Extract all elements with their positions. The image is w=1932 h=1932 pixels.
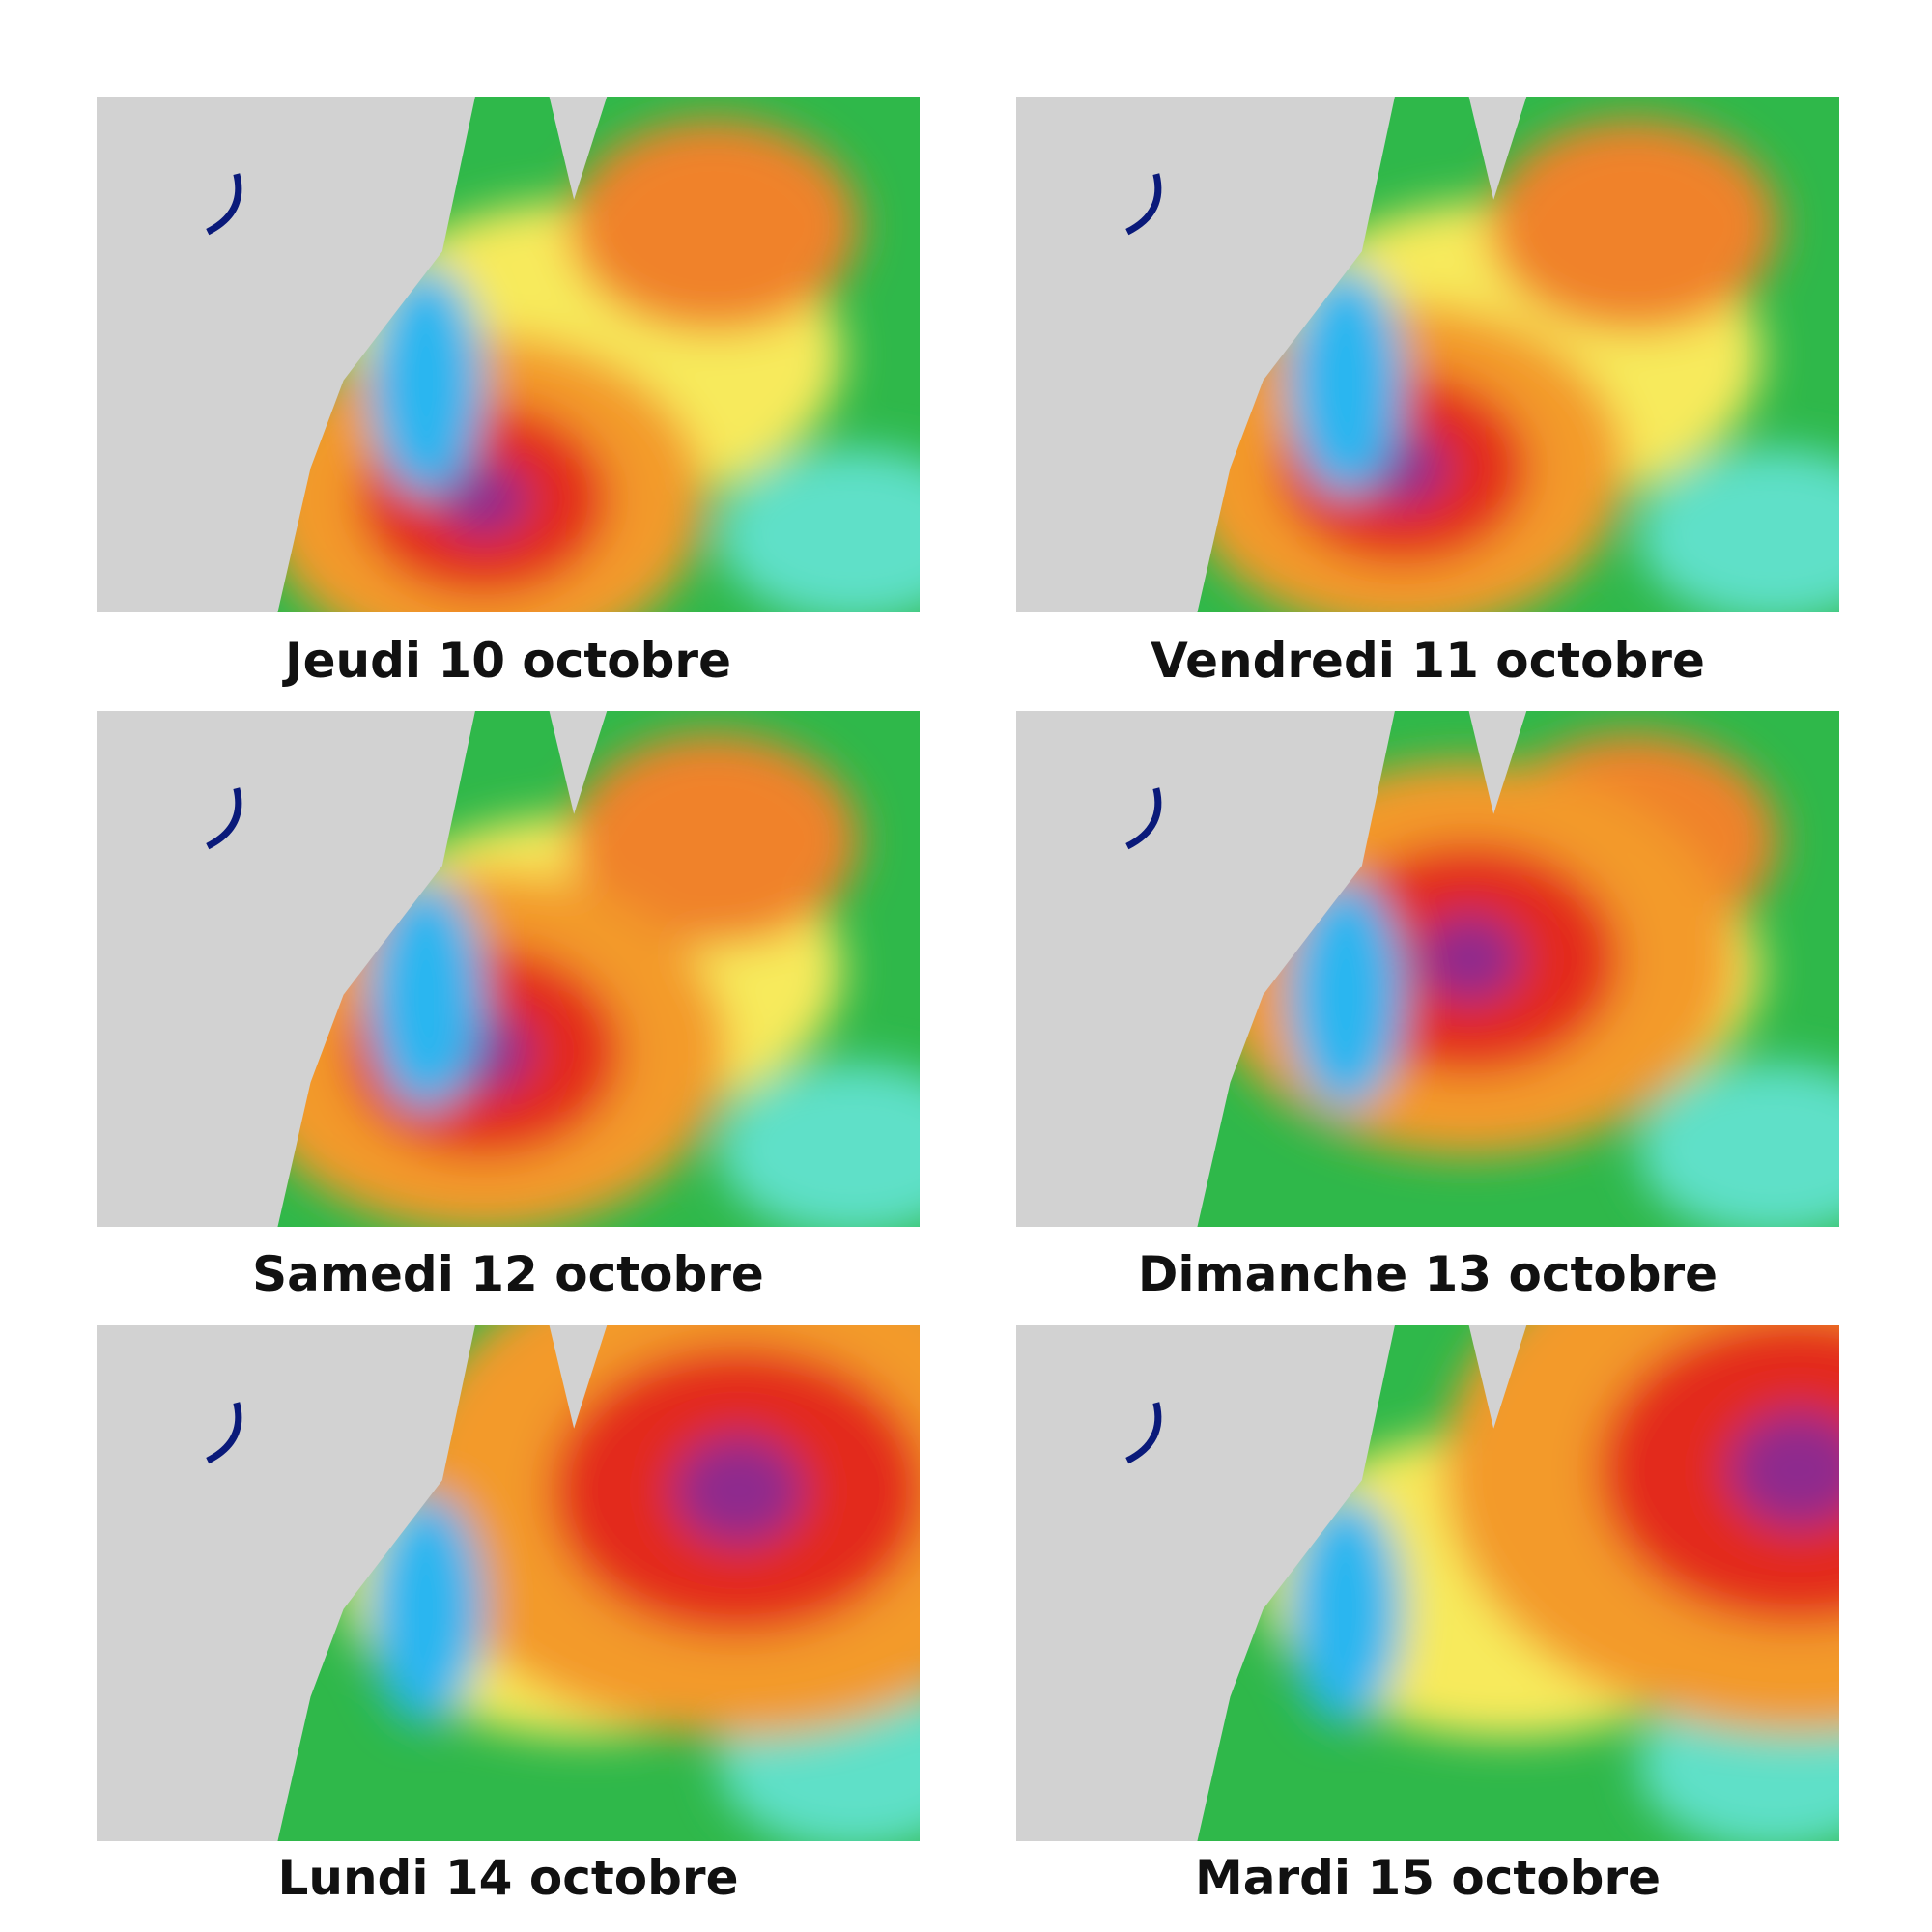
lake: [206, 1402, 242, 1464]
coastal-area: [1287, 1492, 1404, 1725]
coastal-area: [367, 1492, 484, 1725]
land: [549, 1325, 608, 1429]
forecast-map: [97, 97, 920, 612]
land: [549, 711, 608, 814]
land: [1468, 97, 1527, 200]
coastal-area: [1287, 264, 1404, 497]
lake: [206, 173, 242, 236]
land: [97, 1325, 475, 1841]
coastal-area: [367, 264, 484, 497]
forecast-map: [1016, 1325, 1839, 1841]
land: [1016, 1325, 1395, 1841]
caption: Vendredi 11 octobre: [1151, 633, 1705, 689]
forecast-map: [1016, 97, 1839, 612]
forecast-map: [97, 711, 920, 1227]
caption: Samedi 12 octobre: [252, 1246, 764, 1302]
swell-area: [569, 733, 859, 947]
lake: [206, 787, 242, 850]
storm-area: [1597, 1325, 1839, 1625]
caption: Lundi 14 octobre: [277, 1850, 739, 1906]
land: [1016, 711, 1395, 1227]
calm-area: [1637, 447, 1839, 612]
swell-area: [1489, 119, 1778, 332]
forecast-map: [97, 1325, 920, 1841]
lake: [1125, 173, 1162, 236]
land: [1016, 97, 1395, 612]
land: [1468, 1325, 1527, 1429]
coastal-area: [1287, 878, 1404, 1111]
land: [549, 97, 608, 200]
land: [1468, 711, 1527, 814]
storm-core: [440, 462, 527, 536]
calm-area: [718, 447, 920, 612]
land: [97, 97, 475, 612]
swell-area: [569, 119, 859, 332]
coastal-area: [367, 878, 484, 1111]
storm-core: [1416, 914, 1521, 1003]
land: [97, 711, 475, 1227]
storm-core: [673, 1435, 805, 1546]
forecast-map: [1016, 711, 1839, 1227]
caption: Mardi 15 octobre: [1194, 1850, 1662, 1906]
caption: Dimanche 13 octobre: [1137, 1246, 1719, 1302]
calm-area: [1637, 1062, 1839, 1227]
storm-core: [1728, 1410, 1839, 1529]
calm-area: [718, 1062, 920, 1227]
lake: [1125, 787, 1162, 850]
caption: Jeudi 10 octobre: [284, 633, 732, 689]
lake: [1125, 1402, 1162, 1464]
